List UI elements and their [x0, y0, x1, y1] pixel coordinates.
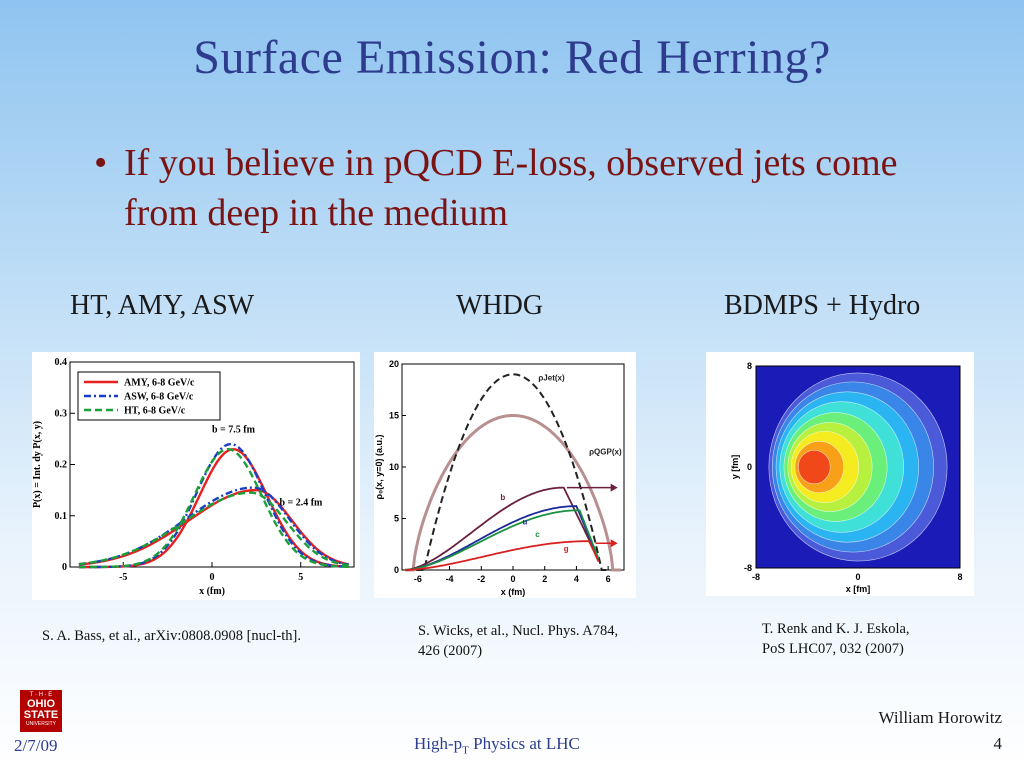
- bullet-point: • If you believe in pQCD E-loss, observe…: [94, 138, 964, 238]
- chart-3-ytick-label: 8: [747, 361, 752, 371]
- chart-2-ytick-label: 5: [394, 514, 399, 524]
- bullet-text: If you believe in pQCD E-loss, observed …: [124, 142, 898, 234]
- chart-2-ytick-label: 20: [389, 359, 399, 369]
- chart-2-series-c: [405, 509, 600, 571]
- chart-1-xtick-label: 0: [210, 572, 215, 583]
- chart-1-xlabel: x (fm): [199, 586, 225, 597]
- logo-line2: OHIO: [26, 698, 56, 710]
- chart-2-ytick-label: 10: [389, 462, 399, 472]
- chart-2-ylabel: ρ₀(x, y=0) (a.u.): [374, 435, 384, 500]
- chart-2-series-jet: [416, 373, 610, 571]
- chart-2-arrowhead-b: [610, 483, 618, 492]
- chart-3-contour-8: [797, 449, 831, 485]
- citation-1: S. A. Bass, et al., arXiv:0808.0908 [nuc…: [42, 628, 301, 644]
- column-header-ht-amy-asw: HT, AMY, ASW: [70, 290, 255, 321]
- chart-panel-3: -8 0 8 8 0 -8 x [fm] y [fm]: [706, 352, 974, 596]
- chart-2-xtick-label: 2: [542, 574, 547, 584]
- chart-1-ytick-label: 0.4: [55, 357, 68, 368]
- chart-3-xtick-label: 8: [957, 572, 962, 582]
- chart-2-xtick-label: -2: [477, 574, 485, 584]
- chart-2-xtick-label: 4: [574, 574, 579, 584]
- logo-line4: UNIVERSITY: [25, 721, 56, 727]
- logo-line3: STATE: [23, 709, 59, 721]
- footer-title-sub: T: [462, 744, 469, 757]
- chart-2-label-qgp: ρQGP(x): [589, 448, 622, 457]
- ohio-state-logo: T · H · E OHIO STATE UNIVERSITY: [20, 690, 62, 732]
- chart-2-label-u: u: [523, 518, 528, 527]
- chart-1-xtick-label: -5: [119, 572, 127, 583]
- column-header-whdg: WHDG: [456, 290, 544, 321]
- logo-line1: T · H · E: [29, 692, 53, 698]
- footer-title-main: High-p: [414, 734, 463, 753]
- chart-1-ytick-label: 0.3: [55, 408, 68, 419]
- chart-3-xtick-label: -8: [752, 572, 760, 582]
- chart-2-ytick-label: 0: [394, 565, 399, 575]
- chart-1-annotation-b7.5: b = 7.5 fm: [212, 425, 256, 436]
- chart-2-label-b: b: [500, 493, 505, 502]
- chart-2-series-g: [405, 540, 600, 571]
- chart-2-series-b: [405, 486, 600, 571]
- chart-3-ytick-label: 0: [747, 462, 752, 472]
- chart-2-series-qgp: [405, 414, 621, 572]
- chart-3-ytick-label: -8: [744, 563, 752, 573]
- footer-date: 2/7/09: [14, 736, 58, 755]
- chart-2-arrowhead-g: [610, 539, 618, 548]
- chart-1-ylabel: P(x) = Int. dy P(x, y): [32, 421, 43, 508]
- chart-1-series-b2.4-2: [78, 491, 349, 567]
- chart-2-series-u: [405, 505, 600, 571]
- chart-2-xlabel: x (fm): [501, 587, 526, 597]
- citation-2-line2: 426 (2007): [418, 643, 483, 659]
- page-number: 4: [993, 734, 1003, 753]
- bullet-icon: •: [94, 142, 108, 184]
- chart-1-legend-label: ASW, 6-8 GeV/c: [124, 392, 194, 403]
- chart-1-svg: -5 0 5 0 0.1 0.2 0.3 0.4 x (fm) P(x) = Int. dy P(…: [32, 357, 355, 597]
- citation-3-line2: PoS LHC07, 032 (2007): [762, 641, 904, 657]
- chart-1-series-b7.5-2: [78, 447, 349, 569]
- chart-1-ytick-label: 0.1: [55, 511, 68, 522]
- chart-2-xtick-label: 6: [606, 574, 611, 584]
- chart-1-ytick-label: 0: [62, 562, 67, 573]
- chart-2-xtick-label: -4: [446, 574, 454, 584]
- chart-2-label-jet: ρJet(x): [538, 373, 565, 382]
- chart-1-ytick-label: 0.2: [55, 460, 68, 471]
- chart-1-xtick-label: 5: [298, 572, 303, 583]
- chart-panel-2: -6 -4 -2 0 2 4 6 0 5 10 15 20 x (fm) ρ₀(x, y=0) (a.u.…: [374, 352, 636, 598]
- chart-3-svg: -8 0 8 8 0 -8 x [fm] y [fm]: [730, 361, 963, 594]
- footer-author: William Horowitz: [878, 708, 1002, 727]
- citation-3: T. Renk and K. J. Eskola, PoS LHC07, 032…: [762, 619, 910, 659]
- citation-2: S. Wicks, et al., Nucl. Phys. A784, 426 …: [418, 621, 618, 661]
- chart-3-frame: [755, 365, 961, 569]
- chart-3-xlabel: x [fm]: [846, 584, 871, 594]
- footer-title-rest: Physics at LHC: [468, 734, 580, 753]
- chart-2-xtick-label: -6: [414, 574, 422, 584]
- chart-panel-1: -5 0 5 0 0.1 0.2 0.3 0.4 x (fm) P(x) = Int. dy P(…: [32, 352, 360, 600]
- chart-2-svg: -6 -4 -2 0 2 4 6 0 5 10 15 20 x (fm) ρ₀(x, y=0) (a.u.…: [374, 359, 625, 597]
- chart-3-xtick-label: 0: [855, 572, 860, 582]
- chart-1-legend-label: AMY, 6-8 GeV/c: [124, 378, 195, 389]
- chart-2-label-c: c: [535, 530, 540, 539]
- footer-title: High-pT Physics at LHC: [414, 734, 580, 756]
- chart-3-ylabel: y [fm]: [730, 455, 740, 480]
- citation-3-line1: T. Renk and K. J. Eskola,: [762, 621, 910, 637]
- chart-2-xtick-label: 0: [510, 574, 515, 584]
- chart-1-legend-label: HT, 6-8 GeV/c: [124, 406, 186, 417]
- column-header-bdmps-hydro: BDMPS + Hydro: [724, 290, 921, 321]
- citation-2-line1: S. Wicks, et al., Nucl. Phys. A784,: [418, 623, 619, 639]
- chart-2-ytick-label: 15: [389, 411, 399, 421]
- chart-1-annotation-b2.4: b = 2.4 fm: [279, 498, 323, 509]
- slide-title: Surface Emission: Red Herring?: [193, 31, 831, 84]
- chart-2-label-g: g: [564, 544, 569, 553]
